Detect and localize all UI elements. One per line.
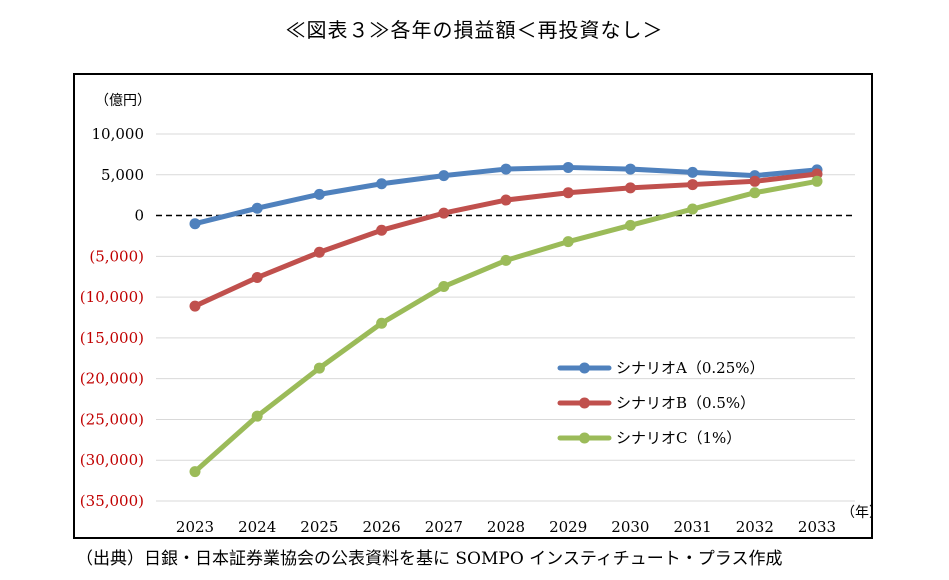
data-point	[624, 182, 636, 194]
x-tick-label: 2024	[238, 518, 276, 536]
data-point	[811, 175, 823, 187]
legend-marker	[579, 362, 590, 374]
source-note: （出典）日銀・日本証券業協会の公表資料を基に SOMPO インスティチュート・プ…	[76, 549, 783, 569]
data-point	[313, 188, 325, 200]
y-tick-label: (25,000)	[80, 410, 144, 428]
legend-label: シナリオC（1%）	[616, 429, 741, 447]
series-1	[189, 168, 823, 312]
data-point	[624, 163, 636, 175]
series-2	[189, 175, 823, 478]
y-tick-label: 0	[134, 207, 144, 225]
data-point	[562, 236, 574, 248]
y-axis-unit-label: （億円）	[95, 93, 151, 109]
legend-item: シナリオB（0.5%）	[557, 394, 755, 412]
legend-label: シナリオA（0.25%）	[616, 359, 765, 377]
y-axis-tick-labels: 10,000 5,000 0 (5,000) (10,000) (15,000) (20,0…	[80, 125, 144, 510]
y-tick-label: (15,000)	[80, 329, 144, 347]
x-tick-label: 2028	[487, 518, 525, 536]
x-tick-label: 2023	[176, 518, 214, 536]
data-point	[376, 224, 388, 236]
data-point	[749, 175, 761, 187]
data-point	[313, 246, 325, 258]
data-point	[189, 218, 201, 230]
series-line	[192, 171, 820, 309]
y-tick-label: (10,000)	[80, 288, 144, 306]
data-point	[376, 178, 388, 190]
y-tick-label: (30,000)	[80, 451, 144, 469]
legend-marker	[579, 397, 590, 409]
data-point	[438, 207, 450, 219]
y-tick-label: (20,000)	[80, 370, 144, 388]
legend-label: シナリオB（0.5%）	[616, 394, 755, 412]
data-point	[438, 281, 450, 293]
y-tick-label: (35,000)	[80, 492, 144, 510]
x-tick-label: 2030	[611, 518, 649, 536]
data-point	[500, 163, 512, 175]
x-tick-label: 2025	[300, 518, 338, 536]
data-point	[687, 166, 699, 178]
data-point	[438, 170, 450, 182]
x-tick-label: 2026	[363, 518, 401, 536]
x-tick-label: 2032	[736, 518, 774, 536]
chart-frame	[73, 73, 873, 539]
x-tick-label: 2031	[674, 518, 712, 536]
data-point	[562, 187, 574, 199]
legend: シナリオA（0.25%） シナリオB（0.5%） シナリオC（1%）	[557, 359, 765, 447]
data-point	[500, 254, 512, 266]
y-tick-label: 10,000	[92, 125, 145, 143]
legend-marker	[579, 432, 590, 444]
chart-title: ≪図表３≫各年の損益額＜再投資なし＞	[285, 18, 664, 42]
data-point	[251, 202, 263, 214]
legend-item: シナリオA（0.25%）	[557, 359, 765, 377]
series-0	[189, 161, 823, 230]
series-lines	[189, 161, 823, 478]
data-point	[251, 410, 263, 422]
data-point	[624, 219, 636, 231]
x-tick-label: 2027	[425, 518, 463, 536]
data-point	[687, 203, 699, 215]
y-tick-label: 5,000	[101, 166, 144, 184]
grid-lines	[156, 133, 855, 502]
data-point	[500, 194, 512, 206]
data-point	[189, 466, 201, 478]
x-tick-label: 2029	[549, 518, 587, 536]
data-point	[687, 179, 699, 191]
data-point	[251, 272, 263, 284]
data-point	[749, 187, 761, 199]
line-chart: 10,000 5,000 0 (5,000) (10,000) (15,000) (20,0…	[80, 93, 873, 536]
data-point	[189, 300, 201, 312]
x-axis-tick-labels: 2023 2024 2025 2026 2027 2028 2029 2030 2031 2032…	[176, 518, 836, 536]
data-point	[562, 161, 574, 173]
x-axis-unit-label: （年）	[841, 505, 873, 521]
legend-item: シナリオC（1%）	[557, 429, 741, 447]
x-tick-label: 2033	[798, 518, 836, 536]
data-point	[313, 362, 325, 374]
data-point	[376, 317, 388, 329]
y-tick-label: (5,000)	[89, 247, 144, 265]
